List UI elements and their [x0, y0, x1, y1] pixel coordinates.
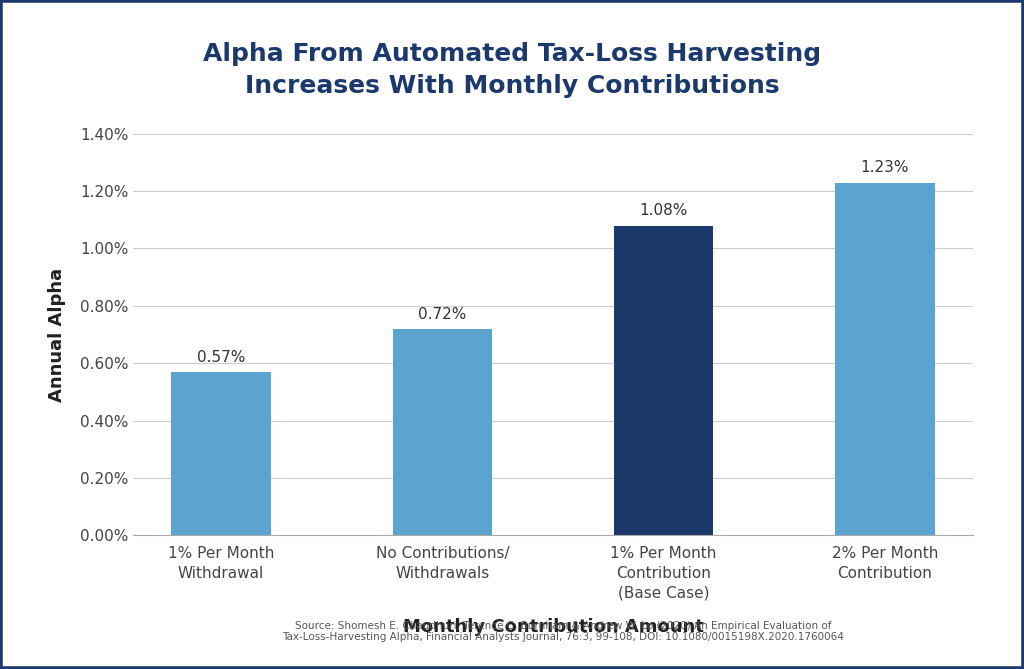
Text: 1.23%: 1.23% — [860, 161, 909, 175]
Text: 0.72%: 0.72% — [418, 306, 467, 322]
Text: 0.57%: 0.57% — [197, 350, 246, 365]
Y-axis label: Annual Alpha: Annual Alpha — [48, 268, 66, 401]
Text: Alpha From Automated Tax-Loss Harvesting
Increases With Monthly Contributions: Alpha From Automated Tax-Loss Harvesting… — [203, 42, 821, 98]
X-axis label: Monthly Contribution Amount: Monthly Contribution Amount — [402, 617, 703, 636]
Text: Source: Shomesh E. Chaudhuri, Terence C. Burnham & Andrew W. Lo (2020) An Empiri: Source: Shomesh E. Chaudhuri, Terence C.… — [283, 621, 844, 642]
Bar — [835, 183, 935, 535]
Text: 1.08%: 1.08% — [639, 203, 688, 218]
Bar — [613, 225, 714, 535]
Bar — [171, 372, 271, 535]
Bar — [392, 328, 493, 535]
